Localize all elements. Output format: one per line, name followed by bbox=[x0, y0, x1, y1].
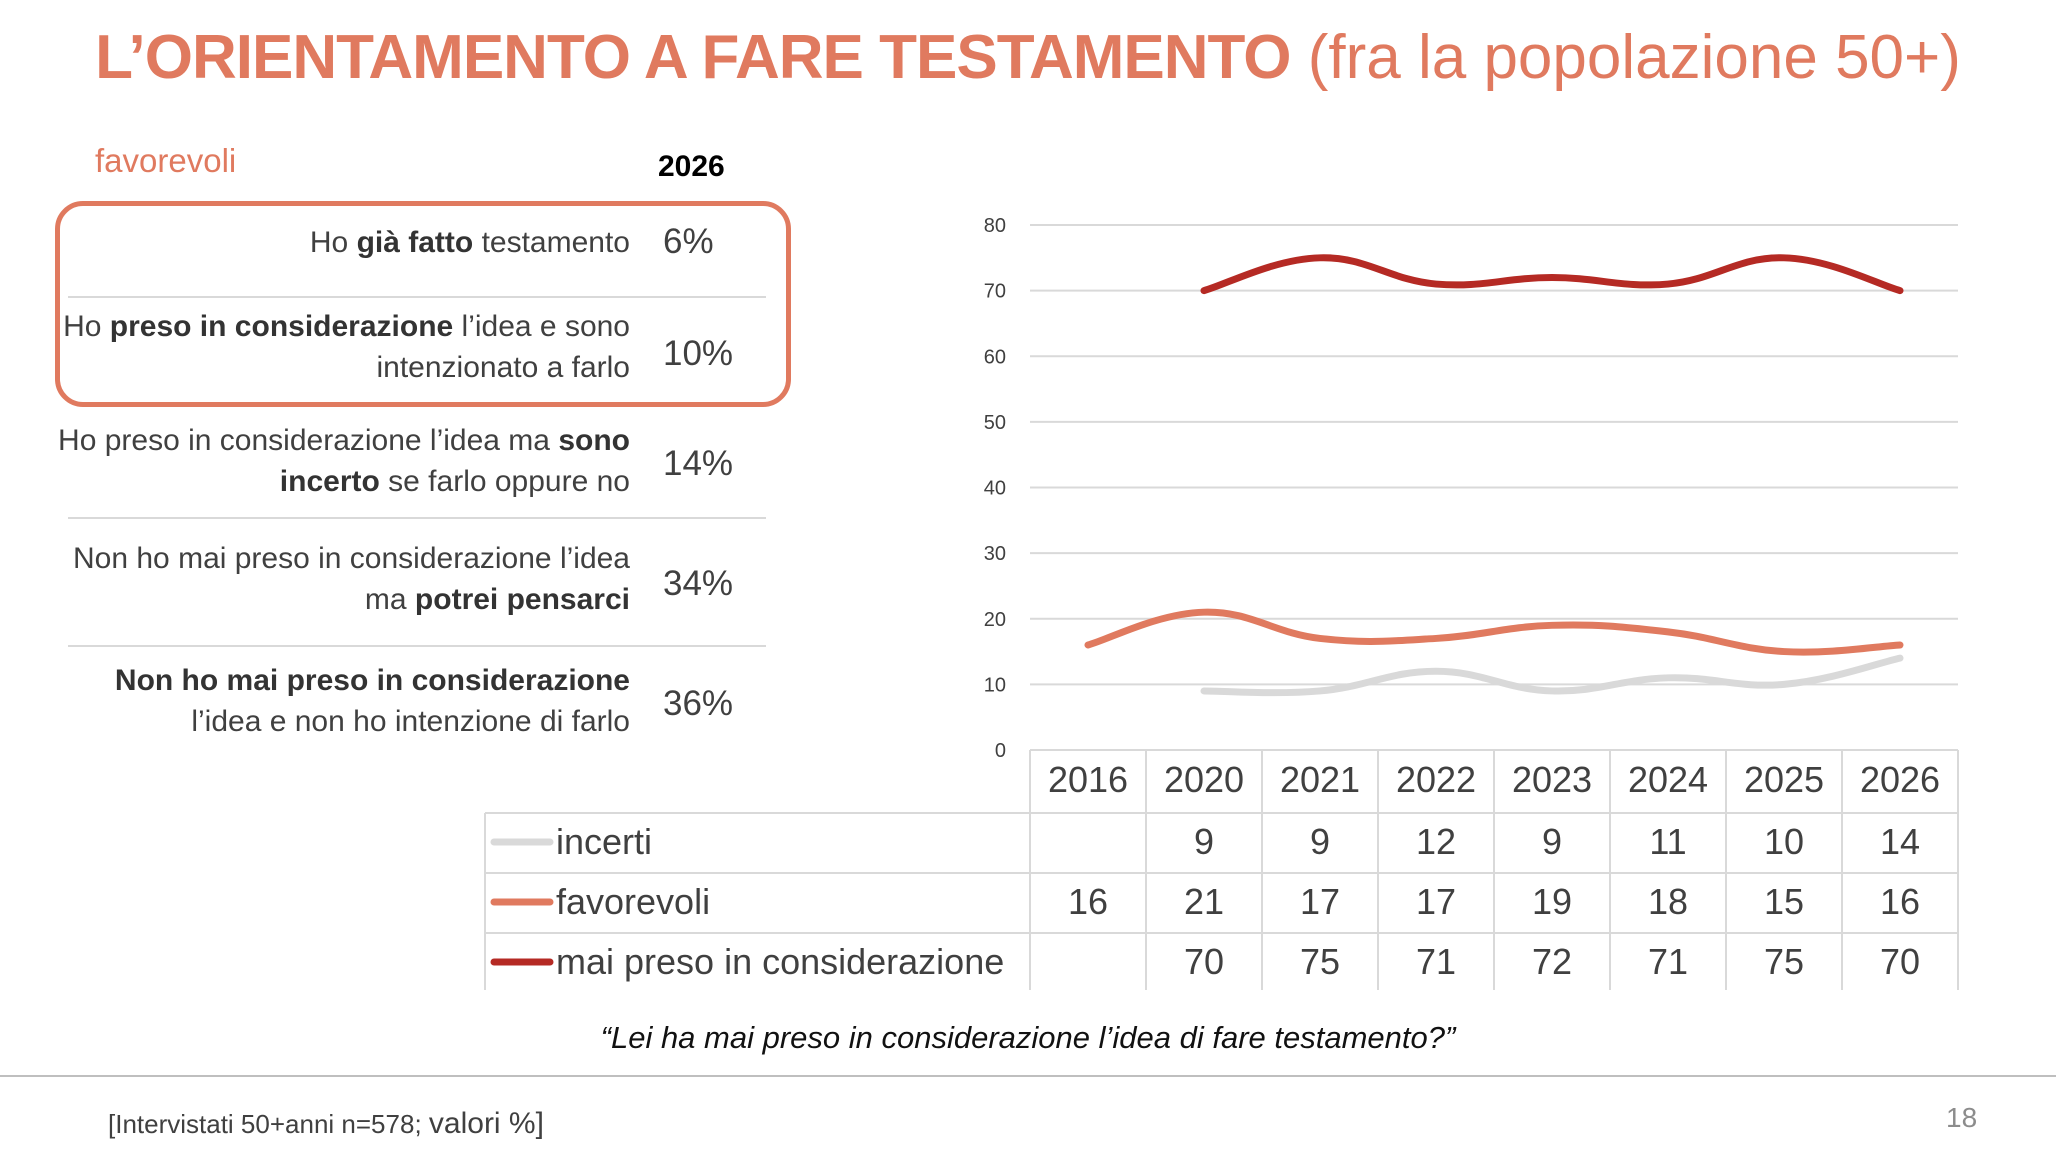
y-tick-label: 20 bbox=[984, 609, 1006, 631]
data-label: 9 bbox=[1542, 821, 1562, 862]
row-separator bbox=[68, 296, 766, 298]
answer-text-part: Ho bbox=[63, 310, 110, 343]
footer-divider bbox=[0, 1075, 2056, 1077]
y-tick-label: 60 bbox=[984, 346, 1006, 368]
answer-text-part: testamento bbox=[473, 226, 630, 259]
answer-percentage: 14% bbox=[663, 444, 734, 483]
answer-text-part: Non ho mai preso in considerazione l’ide… bbox=[73, 542, 630, 616]
page-number: 18 bbox=[1946, 1102, 1978, 1133]
data-label: 10 bbox=[1764, 821, 1804, 862]
answer-percentage: 10% bbox=[663, 334, 734, 373]
answer-text-part: Ho bbox=[309, 226, 357, 259]
x-tick-label: 2024 bbox=[1628, 759, 1708, 800]
row-separator bbox=[68, 645, 766, 647]
data-label: 70 bbox=[1880, 941, 1920, 982]
legend-label: favorevoli bbox=[556, 881, 710, 922]
answer-text-part: l’idea e sono intenzionato a farlo bbox=[376, 310, 630, 384]
data-label: 17 bbox=[1300, 881, 1340, 922]
y-tick-label: 30 bbox=[984, 543, 1006, 565]
sample-note: [Intervistati 50+anni n=578; valori %] bbox=[108, 1107, 544, 1141]
series-line bbox=[1084, 608, 1904, 656]
data-label: 14 bbox=[1880, 821, 1920, 862]
y-tick-label: 50 bbox=[984, 412, 1006, 434]
data-label: 15 bbox=[1764, 881, 1804, 922]
x-tick-label: 2026 bbox=[1860, 759, 1940, 800]
answer-text-part: Ho preso in considerazione l’idea ma bbox=[58, 424, 559, 457]
x-tick-label: 2021 bbox=[1280, 759, 1360, 800]
data-label: 12 bbox=[1416, 821, 1456, 862]
answer-text-bold: già fatto bbox=[356, 226, 474, 259]
answer-text: Ho preso in considerazione l’idea ma son… bbox=[50, 420, 630, 502]
title-subtitle: (fra la popolazione 50+) bbox=[1307, 23, 1961, 92]
year-header: 2026 bbox=[658, 150, 725, 183]
page-title: L’ORIENTAMENTO A FARE TESTAMENTO (fra la… bbox=[0, 22, 2056, 93]
legend-label: incerti bbox=[556, 821, 652, 862]
answer-text-bold: sono incerto bbox=[279, 424, 630, 498]
answer-text: Non ho mai preso in considerazione l’ide… bbox=[50, 538, 630, 620]
answer-text-part: se farlo oppure no bbox=[379, 465, 630, 498]
x-tick-label: 2022 bbox=[1396, 759, 1476, 800]
data-label: 16 bbox=[1068, 881, 1108, 922]
data-label: 21 bbox=[1184, 881, 1224, 922]
y-tick-label: 70 bbox=[984, 281, 1006, 303]
data-label: 11 bbox=[1649, 821, 1686, 862]
y-tick-label: 80 bbox=[984, 215, 1006, 237]
answer-text-part: l’idea e non ho intenzione di farlo bbox=[191, 705, 630, 738]
answer-text-bold: preso in considerazione bbox=[109, 310, 454, 343]
y-tick-label: 40 bbox=[984, 478, 1006, 500]
sample-size: [Intervistati 50+anni n=578; bbox=[108, 1109, 422, 1139]
data-label: 18 bbox=[1648, 881, 1688, 922]
y-tick-label: 0 bbox=[995, 740, 1006, 762]
answer-text-bold: Non ho mai preso in considerazione bbox=[114, 664, 630, 697]
data-label: 9 bbox=[1194, 821, 1214, 862]
data-label: 75 bbox=[1300, 941, 1340, 982]
answer-percentage: 36% bbox=[663, 684, 734, 723]
answer-text-bold: potrei pensarci bbox=[414, 583, 630, 616]
answer-text: Non ho mai preso in considerazione l’ide… bbox=[50, 660, 630, 742]
x-tick-label: 2016 bbox=[1048, 759, 1128, 800]
x-tick-label: 2025 bbox=[1744, 759, 1824, 800]
data-label: 72 bbox=[1532, 941, 1572, 982]
series-line bbox=[1200, 254, 1904, 295]
answer-percentage: 6% bbox=[663, 222, 714, 261]
title-main: L’ORIENTAMENTO A FARE TESTAMENTO bbox=[95, 23, 1291, 92]
data-label: 71 bbox=[1648, 941, 1688, 982]
data-label: 16 bbox=[1880, 881, 1920, 922]
x-tick-label: 2023 bbox=[1512, 759, 1592, 800]
data-label: 71 bbox=[1416, 941, 1456, 982]
trend-line-chart: 0 10 20 30 40 50 60 70 80 2016 2020 2021 2022 2023 202… bbox=[484, 215, 1959, 990]
legend-label: mai preso in considerazione bbox=[556, 941, 1004, 982]
answer-percentage: 34% bbox=[663, 564, 734, 603]
favorevoli-highlight-box bbox=[55, 201, 791, 407]
data-label: 17 bbox=[1416, 881, 1456, 922]
values-unit: valori %] bbox=[428, 1107, 544, 1140]
data-label: 19 bbox=[1532, 881, 1572, 922]
row-separator bbox=[68, 517, 766, 519]
data-label: 9 bbox=[1310, 821, 1330, 862]
answer-text: Ho già fatto testamento bbox=[50, 222, 630, 263]
y-tick-label: 10 bbox=[984, 674, 1006, 696]
answer-text: Ho preso in considerazione l’idea e sono… bbox=[50, 306, 630, 388]
data-label: 70 bbox=[1184, 941, 1224, 982]
x-tick-label: 2020 bbox=[1164, 759, 1244, 800]
favorevoli-label: favorevoli bbox=[95, 142, 237, 179]
data-label: 75 bbox=[1764, 941, 1804, 982]
survey-question: “Lei ha mai preso in considerazione l’id… bbox=[600, 1020, 1456, 1055]
series-line bbox=[1200, 654, 1904, 697]
